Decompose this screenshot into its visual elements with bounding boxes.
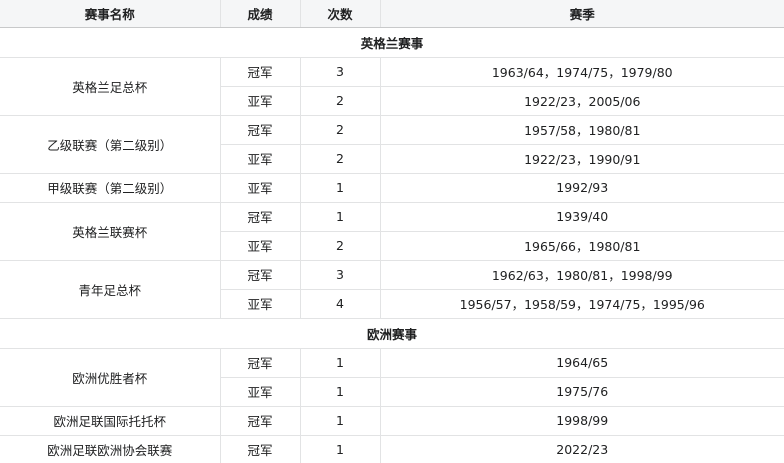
table-row: 英格兰联赛杯 冠军 1 1939/40 [0,201,784,261]
seasons-cell: 1962/63，1980/81，1998/99 [379,259,784,290]
seasons-cell: 1922/23，1990/91 [379,143,784,174]
column-header-seasons: 赛季 [379,0,784,28]
section-header-england: 英格兰赛事 [0,26,784,58]
table-row: 欧洲优胜者杯 冠军 1 1964/65 [0,347,784,407]
competition-name-cell: 乙级联赛（第二级别） [0,114,221,174]
result-cell: 亚军 [219,172,301,203]
result-cell: 冠军 [219,201,301,232]
result-cell: 亚军 [220,288,301,319]
seasons-cell: 1998/99 [379,405,784,436]
header-row: 赛事名称 成绩 次数 赛季 [0,0,784,28]
result-cell: 冠军 [219,405,301,436]
table-row: 乙级联赛（第二级别） 冠军 2 1957/58，1980/81 [0,114,784,174]
count-cell: 2 [299,114,381,145]
table-header: 赛事名称 成绩 次数 赛季 [0,0,784,28]
competition-name-cell: 英格兰联赛杯 [0,201,221,261]
column-header-competition: 赛事名称 [0,0,221,28]
table-row: 欧洲足联欧洲协会联赛 冠军 1 2022/23 [0,434,784,463]
result-cell: 冠军 [219,259,301,290]
result-cell: 亚军 [220,376,301,407]
table-row: 甲级联赛（第二级别） 亚军 1 1992/93 [0,172,784,203]
competition-name-cell: 欧洲足联欧洲协会联赛 [0,434,221,463]
count-cell: 2 [299,230,381,261]
count-cell: 1 [299,376,381,407]
seasons-cell: 1956/57，1958/59，1974/75，1995/96 [379,288,784,319]
seasons-cell: 1922/23，2005/06 [379,85,784,116]
table-row: 亚军 2 1965/66，1980/81 [0,230,784,261]
seasons-cell: 1957/58，1980/81 [379,114,784,145]
seasons-cell: 1939/40 [379,201,784,232]
table-row: 英格兰足总杯 冠军 3 1963/64，1974/75，1979/80 [0,56,784,116]
competition-name-cell: 欧洲足联国际托托杯 [0,405,221,436]
count-cell: 1 [299,172,381,203]
column-header-result: 成绩 [219,0,301,28]
result-cell: 冠军 [219,347,301,378]
count-cell: 1 [299,347,381,378]
section-header-europe: 欧洲赛事 [0,317,784,349]
count-cell: 4 [299,288,381,319]
seasons-cell: 1965/66，1980/81 [379,230,784,261]
column-header-count: 次数 [299,0,381,28]
competition-name-cell: 英格兰足总杯 [0,56,221,116]
result-cell: 亚军 [220,85,301,116]
competition-name-cell: 欧洲优胜者杯 [0,347,221,407]
table-body: 英格兰赛事 英格兰足总杯 冠军 3 1963/64，1974/75，1979/8… [0,26,784,463]
result-cell: 冠军 [219,114,301,145]
table-row: 欧洲足联国际托托杯 冠军 1 1998/99 [0,405,784,436]
competition-name-cell: 青年足总杯 [0,259,221,319]
seasons-cell: 1964/65 [379,347,784,378]
section-title: 欧洲赛事 [0,317,784,349]
count-cell: 3 [299,259,381,290]
result-cell: 亚军 [220,143,301,174]
count-cell: 1 [299,405,381,436]
result-cell: 亚军 [220,230,301,261]
count-cell: 3 [299,56,381,87]
count-cell: 1 [299,201,381,232]
result-cell: 冠军 [219,56,301,87]
competition-name-cell: 甲级联赛（第二级别） [0,172,221,203]
section-title: 英格兰赛事 [0,26,784,58]
seasons-cell: 2022/23 [379,434,784,463]
result-cell: 冠军 [219,434,301,463]
count-cell: 2 [299,143,381,174]
count-cell: 1 [299,434,381,463]
seasons-cell: 1992/93 [379,172,784,203]
count-cell: 2 [299,85,381,116]
seasons-cell: 1963/64，1974/75，1979/80 [379,56,784,87]
seasons-cell: 1975/76 [379,376,784,407]
table-row: 青年足总杯 冠军 3 1962/63，1980/81，1998/99 [0,259,784,319]
table-row: 亚军 1 1975/76 [0,376,784,407]
